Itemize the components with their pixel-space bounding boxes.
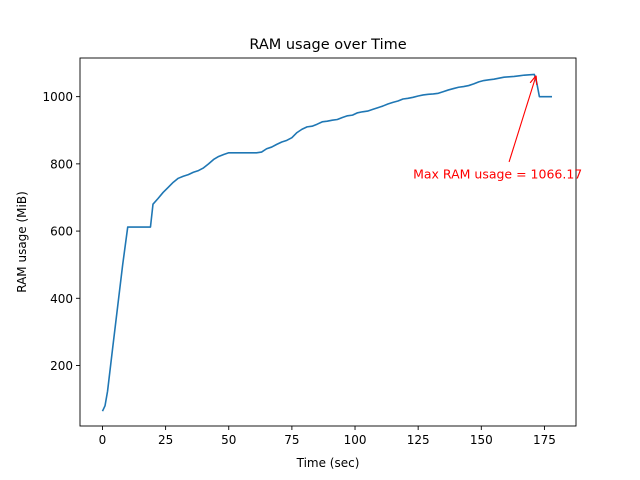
annotation-label: Max RAM usage = 1066.17: [413, 166, 582, 181]
x-tick-label: 150: [470, 433, 493, 447]
x-tick-label: 175: [533, 433, 556, 447]
x-tick-label: 50: [221, 433, 236, 447]
y-axis-title: RAM usage (MiB): [15, 191, 29, 293]
y-tick-label: 600: [50, 225, 73, 239]
x-tick-label: 125: [407, 433, 430, 447]
y-tick-label: 1000: [42, 90, 73, 104]
series-line-0: [101, 73, 553, 412]
y-tick-label: 200: [50, 359, 73, 373]
x-tick-label: 100: [344, 433, 367, 447]
y-axis-ticks: 200 400 600 800 1000: [42, 90, 80, 373]
annotation-arrow: [508, 76, 536, 163]
y-tick-label: 400: [50, 292, 73, 306]
x-axis-ticks: 0 25 50 75 100 125 150 175: [99, 426, 556, 447]
plot-frame: [79, 57, 577, 427]
max-ram-annotation: Max RAM usage = 1066.17: [413, 76, 582, 181]
x-tick-label: 25: [158, 433, 173, 447]
x-tick-label: 75: [284, 433, 299, 447]
y-tick-label: 800: [50, 157, 73, 171]
x-axis-title: Time (sec): [296, 456, 360, 470]
chart-title: RAM usage over Time: [249, 37, 406, 53]
plot-content: [101, 73, 553, 412]
x-tick-label: 0: [99, 433, 107, 447]
